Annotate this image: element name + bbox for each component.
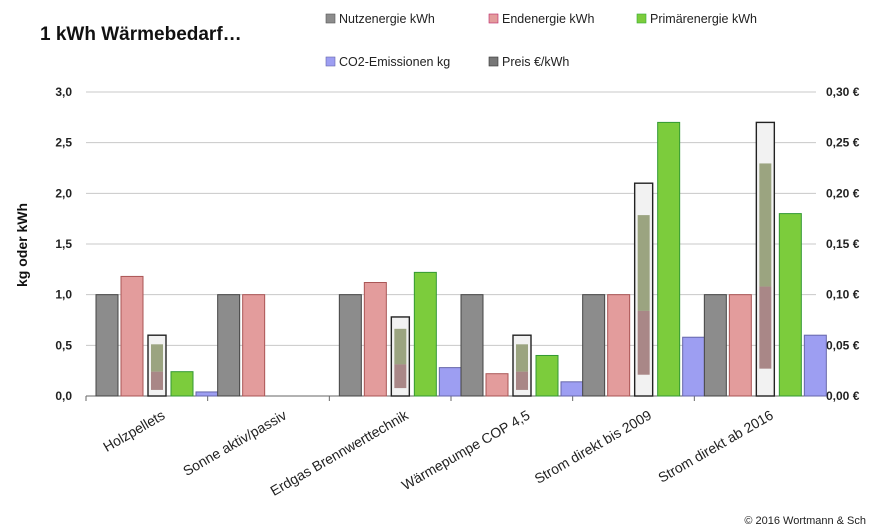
bar-endenergie	[728, 294, 752, 397]
copyright-note: © 2016 Wortmann & Sch	[744, 515, 866, 527]
bar-co2	[438, 367, 462, 397]
y2-tick-label: 0,25 €	[826, 136, 860, 150]
bar-nutzenergie	[95, 294, 119, 397]
legend-label-co2: CO2-Emissionen kg	[339, 55, 450, 69]
bar-texture	[151, 371, 163, 390]
bar-primaerenergie	[413, 271, 437, 397]
legend-swatch-preis	[488, 56, 499, 67]
bar-texture	[394, 328, 407, 365]
bar-primaerenergie	[170, 371, 194, 397]
category-label: Erdgas Brennwerttechnik	[267, 406, 411, 499]
legend-label-primaerenergie: Primärenergie kWh	[650, 12, 757, 26]
y-tick-labels: 0,0 0,00 € 0,5 0,05 € 1,0 0,10 € 1,5 0,15 € 2,0 0…	[55, 85, 859, 403]
bar-nutzenergie	[217, 294, 241, 397]
category-label: Wärmepumpe COP 4,5	[399, 407, 533, 494]
bar-texture	[516, 344, 528, 372]
bars	[95, 121, 827, 397]
y2-tick-label: 0,20 €	[826, 186, 860, 200]
bar-texture	[759, 286, 772, 369]
y-tick-label: 2,0	[55, 186, 72, 200]
bar-primaerenergie	[778, 213, 802, 397]
bar-co2	[560, 381, 584, 397]
legend-label-preis: Preis €/kWh	[502, 55, 569, 69]
category-label: Strom direkt bis 2009	[532, 407, 655, 487]
y2-tick-label: 0,10 €	[826, 288, 860, 302]
bar-co2	[803, 334, 827, 397]
legend-swatch-co2	[325, 56, 336, 67]
bar-endenergie	[485, 373, 509, 397]
y-axis-label: kg oder kWh	[14, 203, 30, 287]
bar-nutzenergie	[460, 294, 484, 397]
y-tick-label: 1,0	[55, 288, 72, 302]
bar-endenergie	[607, 294, 631, 397]
bar-primaerenergie	[535, 354, 559, 397]
bar-texture	[637, 310, 650, 375]
bar-endenergie	[120, 275, 144, 397]
y2-tick-label: 0,00 €	[826, 389, 860, 403]
legend-swatch-endenergie	[488, 13, 499, 24]
legend-swatch-nutzenergie	[325, 13, 336, 24]
bar-nutzenergie	[703, 294, 727, 397]
bar-nutzenergie	[582, 294, 606, 397]
y-tick-label: 0,5	[55, 338, 72, 352]
legend-label-endenergie: Endenergie kWh	[502, 12, 594, 26]
y-tick-label: 1,5	[55, 237, 72, 251]
bar-nutzenergie	[338, 294, 362, 397]
y2-tick-label: 0,15 €	[826, 237, 860, 251]
bar-texture	[151, 344, 163, 372]
bar-primaerenergie	[657, 121, 681, 397]
category-label: Holzpellets	[100, 407, 167, 455]
bar-texture	[516, 371, 528, 390]
category-label: Sonne aktiv/passiv	[180, 407, 289, 479]
bar-texture	[637, 215, 650, 311]
legend-swatch-primaerenergie	[636, 13, 647, 24]
bar-co2	[195, 391, 219, 397]
gridlines	[85, 91, 816, 401]
legend: Nutzenergie kWh Endenergie kWh Primärene…	[325, 12, 757, 69]
y2-tick-label: 0,05 €	[826, 338, 860, 352]
y-tick-label: 2,5	[55, 136, 72, 150]
legend-label-nutzenergie: Nutzenergie kWh	[339, 12, 435, 26]
bar-co2	[682, 336, 706, 397]
bar-texture	[394, 364, 407, 389]
y2-tick-label: 0,30 €	[826, 85, 860, 99]
y-tick-label: 0,0	[55, 389, 72, 403]
category-label: Strom direkt ab 2016	[655, 407, 776, 486]
chart-title: 1 kWh Wärmebedarf…	[40, 24, 242, 45]
bar-endenergie	[242, 294, 266, 397]
bar-endenergie	[363, 282, 387, 397]
bar-texture	[759, 163, 772, 287]
y-tick-label: 3,0	[55, 85, 72, 99]
